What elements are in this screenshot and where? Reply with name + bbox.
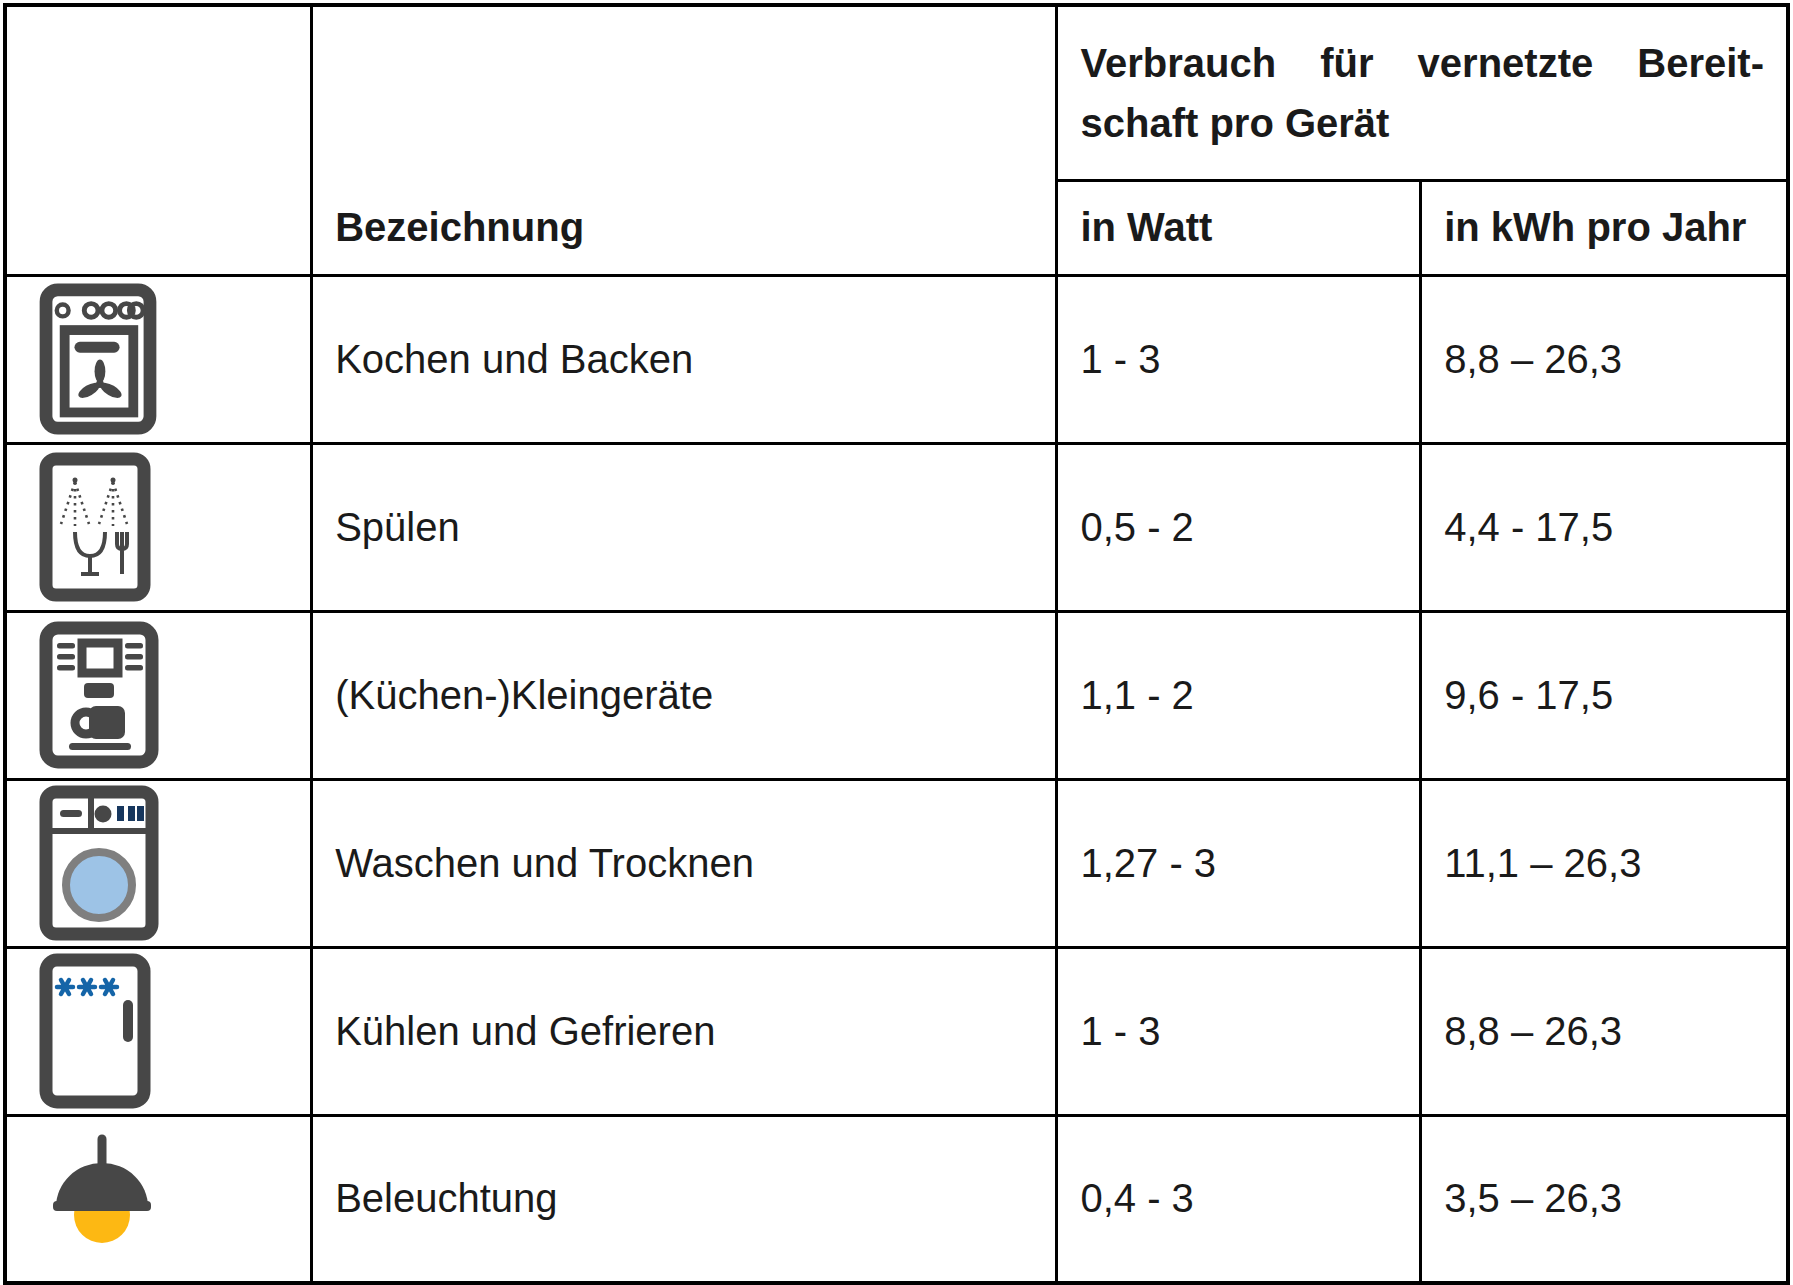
label-cell: Kochen und Backen — [312, 275, 1057, 443]
dishwasher-icon — [39, 452, 151, 602]
coffee-machine-icon — [39, 621, 159, 769]
document-page: Bezeichnung Verbrauch für vernetzte Bere… — [0, 0, 1793, 1285]
table-row-kochen: Kochen und Backen 1 - 3 8,8 – 26,3 — [5, 275, 1788, 443]
icon-cell — [5, 1115, 312, 1283]
header-row: Bezeichnung Verbrauch für vernetzte Bere… — [5, 5, 1788, 180]
kwh-cell: 3,5 – 26,3 — [1421, 1115, 1788, 1283]
icon-cell — [5, 779, 312, 947]
watt-cell: 0,5 - 2 — [1057, 443, 1421, 611]
oven-icon — [39, 283, 157, 435]
label-cell: Kühlen und Gefrieren — [312, 947, 1057, 1115]
watt-cell: 1 - 3 — [1057, 275, 1421, 443]
kwh-cell: 8,8 – 26,3 — [1421, 275, 1788, 443]
consumption-table: Bezeichnung Verbrauch für vernetzte Bere… — [3, 3, 1790, 1285]
kwh-cell: 8,8 – 26,3 — [1421, 947, 1788, 1115]
header-cell-icon-column — [5, 5, 312, 275]
watt-cell: 1,1 - 2 — [1057, 611, 1421, 779]
header-cell-kwh: in kWh pro Jahr — [1421, 180, 1788, 275]
washing-machine-icon — [39, 785, 159, 941]
header-cell-verbrauch: Verbrauch für vernetzte Bereit- schaft p… — [1057, 5, 1788, 180]
label-cell: (Küchen-)Kleingeräte — [312, 611, 1057, 779]
label-cell: Beleuchtung — [312, 1115, 1057, 1283]
icon-cell — [5, 443, 312, 611]
kwh-cell: 4,4 - 17,5 — [1421, 443, 1788, 611]
table-row-kleingeraete: (Küchen-)Kleingeräte 1,1 - 2 9,6 - 17,5 — [5, 611, 1788, 779]
table-row-kuehlen: Kühlen und Gefrieren 1 - 3 8,8 – 26,3 — [5, 947, 1788, 1115]
header-verbrauch-line1: Verbrauch für vernetzte Bereit- — [1080, 33, 1764, 93]
watt-cell: 0,4 - 3 — [1057, 1115, 1421, 1283]
header-cell-watt: in Watt — [1057, 180, 1421, 275]
label-cell: Waschen und Trocknen — [312, 779, 1057, 947]
fridge-stars — [57, 980, 117, 994]
icon-cell — [5, 947, 312, 1115]
header-cell-bezeichnung: Bezeichnung — [312, 5, 1057, 275]
kwh-cell: 11,1 – 26,3 — [1421, 779, 1788, 947]
header-bezeichnung-label: Bezeichnung — [335, 205, 584, 249]
watt-cell: 1 - 3 — [1057, 947, 1421, 1115]
icon-cell — [5, 611, 312, 779]
kwh-cell: 9,6 - 17,5 — [1421, 611, 1788, 779]
table-row-spuelen: Spülen 0,5 - 2 4,4 - 17,5 — [5, 443, 1788, 611]
header-verbrauch-line2: schaft pro Gerät — [1080, 93, 1764, 153]
table-row-beleuchtung: Beleuchtung 0,4 - 3 3,5 – 26,3 — [5, 1115, 1788, 1283]
label-cell: Spülen — [312, 443, 1057, 611]
watt-cell: 1,27 - 3 — [1057, 779, 1421, 947]
table-row-waschen: Waschen und Trocknen 1,27 - 3 11,1 – 26,… — [5, 779, 1788, 947]
icon-cell — [5, 275, 312, 443]
fridge-icon — [39, 953, 151, 1109]
lamp-icon — [39, 1133, 163, 1265]
